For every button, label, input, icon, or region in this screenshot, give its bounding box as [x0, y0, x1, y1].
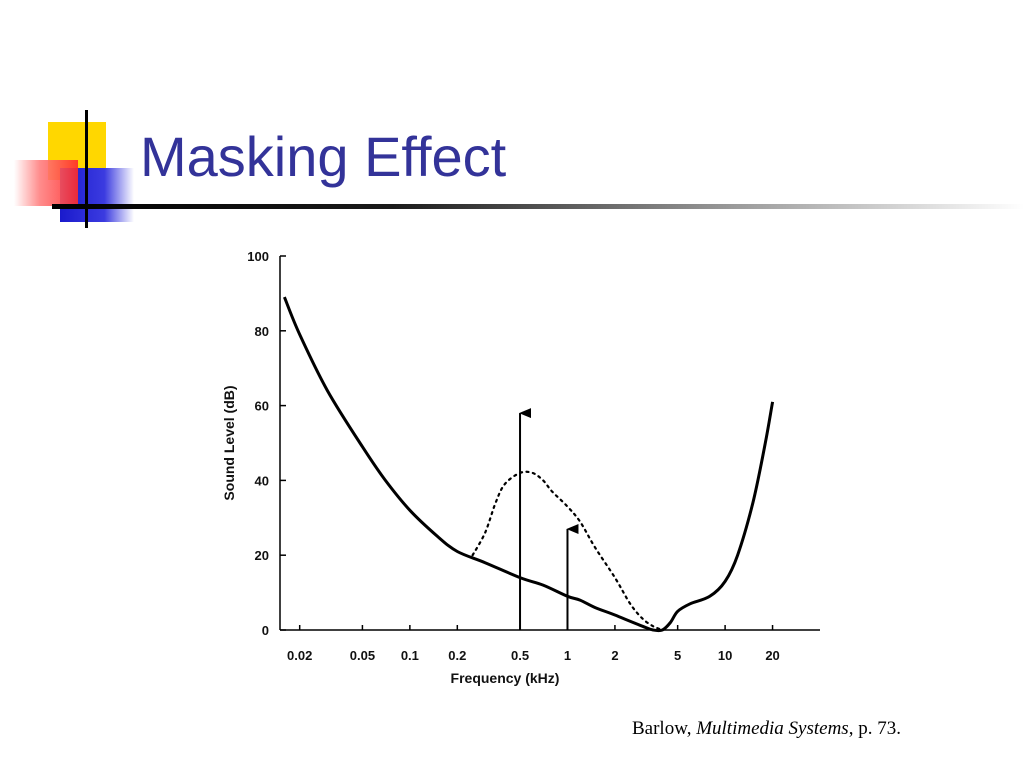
y-tick-label: 100	[247, 249, 269, 264]
citation-work: Multimedia Systems	[696, 718, 849, 739]
x-tick-label: 0.1	[401, 648, 419, 663]
y-axis-label: Sound Level (dB)	[221, 385, 237, 500]
citation-page: , p. 73.	[848, 718, 901, 739]
deco-red-square	[14, 160, 78, 206]
x-ticks: 0.02 0.05 0.1 0.2 0.5 1 2 5 10 20	[287, 625, 780, 663]
x-tick-label: 20	[765, 648, 779, 663]
chart-axes	[279, 256, 820, 631]
deco-vertical-line	[85, 110, 88, 228]
x-tick-label: 0.5	[511, 648, 529, 663]
x-tick-label: 0.05	[350, 648, 375, 663]
x-tick-label: 0.2	[448, 648, 466, 663]
hearing-threshold-curve	[283, 296, 775, 633]
x-tick-label: 2	[611, 648, 618, 663]
masking-threshold-curve	[471, 470, 664, 632]
series-layer	[283, 296, 775, 633]
x-tick-label: 0.02	[287, 648, 312, 663]
citation-author: Barlow,	[632, 718, 697, 739]
y-tick-label: 60	[255, 399, 269, 414]
y-tick-label: 80	[255, 324, 269, 339]
y-tick-label: 0	[262, 623, 269, 638]
citation: Barlow, Multimedia Systems, p. 73.	[632, 718, 901, 740]
slide-title: Masking Effect	[140, 125, 507, 188]
title-underline	[52, 204, 1024, 209]
x-axis-label: Frequency (kHz)	[451, 670, 560, 686]
y-tick-label: 40	[255, 473, 269, 488]
x-tick-label: 5	[674, 648, 681, 663]
y-ticks: 0 20 40 60 80 100	[247, 249, 286, 638]
y-tick-label: 20	[255, 548, 269, 563]
arrows-layer	[519, 408, 579, 630]
x-tick-label: 10	[718, 648, 732, 663]
x-tick-label: 1	[564, 648, 571, 663]
